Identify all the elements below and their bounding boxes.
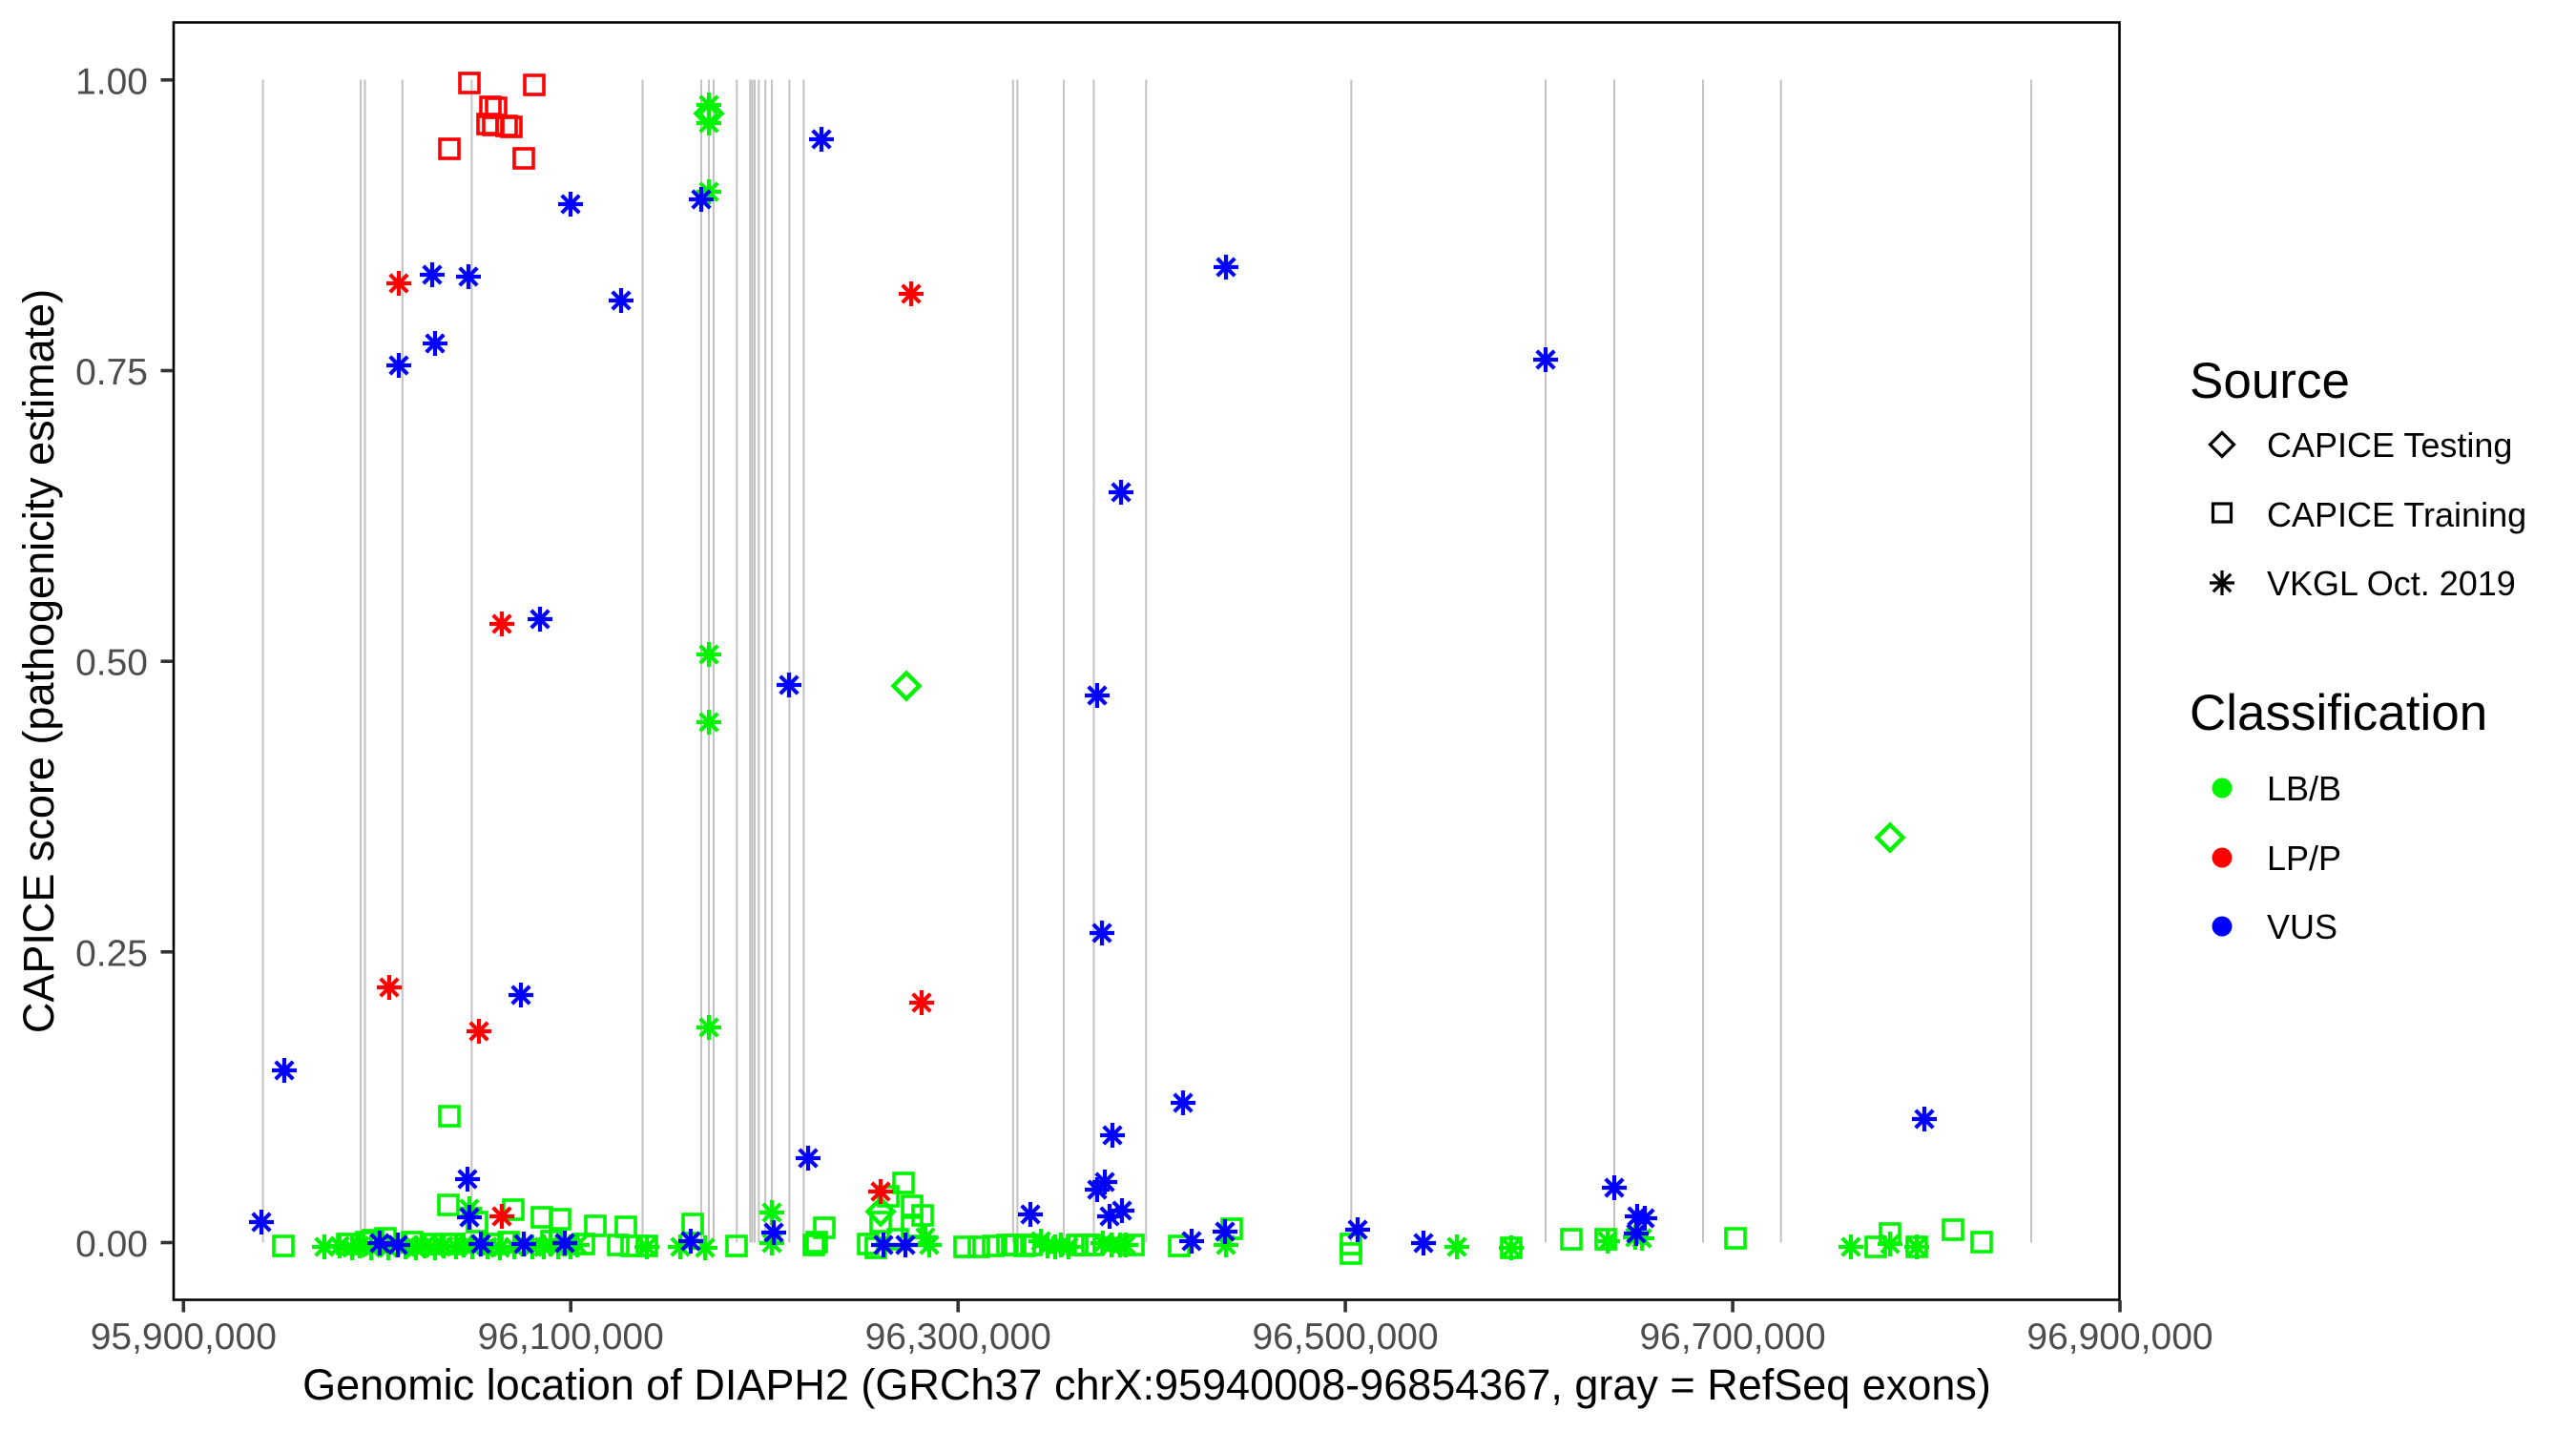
svg-text:96,500,000: 96,500,000: [1252, 1317, 1438, 1358]
svg-text:96,700,000: 96,700,000: [1639, 1317, 1825, 1358]
svg-text:CAPICE Training: CAPICE Training: [2267, 495, 2526, 534]
svg-text:0.75: 0.75: [75, 352, 148, 393]
svg-text:96,300,000: 96,300,000: [865, 1317, 1051, 1358]
svg-text:LP/P: LP/P: [2267, 839, 2341, 878]
svg-text:0.25: 0.25: [75, 933, 148, 974]
svg-text:Source: Source: [2190, 353, 2350, 409]
svg-text:LB/B: LB/B: [2267, 769, 2341, 808]
svg-text:CAPICE Testing: CAPICE Testing: [2267, 425, 2512, 465]
svg-text:VUS: VUS: [2267, 907, 2337, 946]
svg-text:1.00: 1.00: [75, 61, 148, 102]
svg-text:96,900,000: 96,900,000: [2026, 1317, 2212, 1358]
svg-text:Classification: Classification: [2190, 685, 2487, 741]
svg-text:95,900,000: 95,900,000: [91, 1317, 277, 1358]
svg-text:VKGL Oct. 2019: VKGL Oct. 2019: [2267, 564, 2516, 603]
svg-text:Genomic location of DIAPH2 (GR: Genomic location of DIAPH2 (GRCh37 chrX:…: [302, 1360, 1991, 1409]
svg-text:CAPICE score (pathogenicity es: CAPICE score (pathogenicity estimate): [14, 289, 63, 1033]
svg-text:0.00: 0.00: [75, 1224, 148, 1265]
svg-text:0.50: 0.50: [75, 643, 148, 684]
svg-text:96,100,000: 96,100,000: [478, 1317, 664, 1358]
